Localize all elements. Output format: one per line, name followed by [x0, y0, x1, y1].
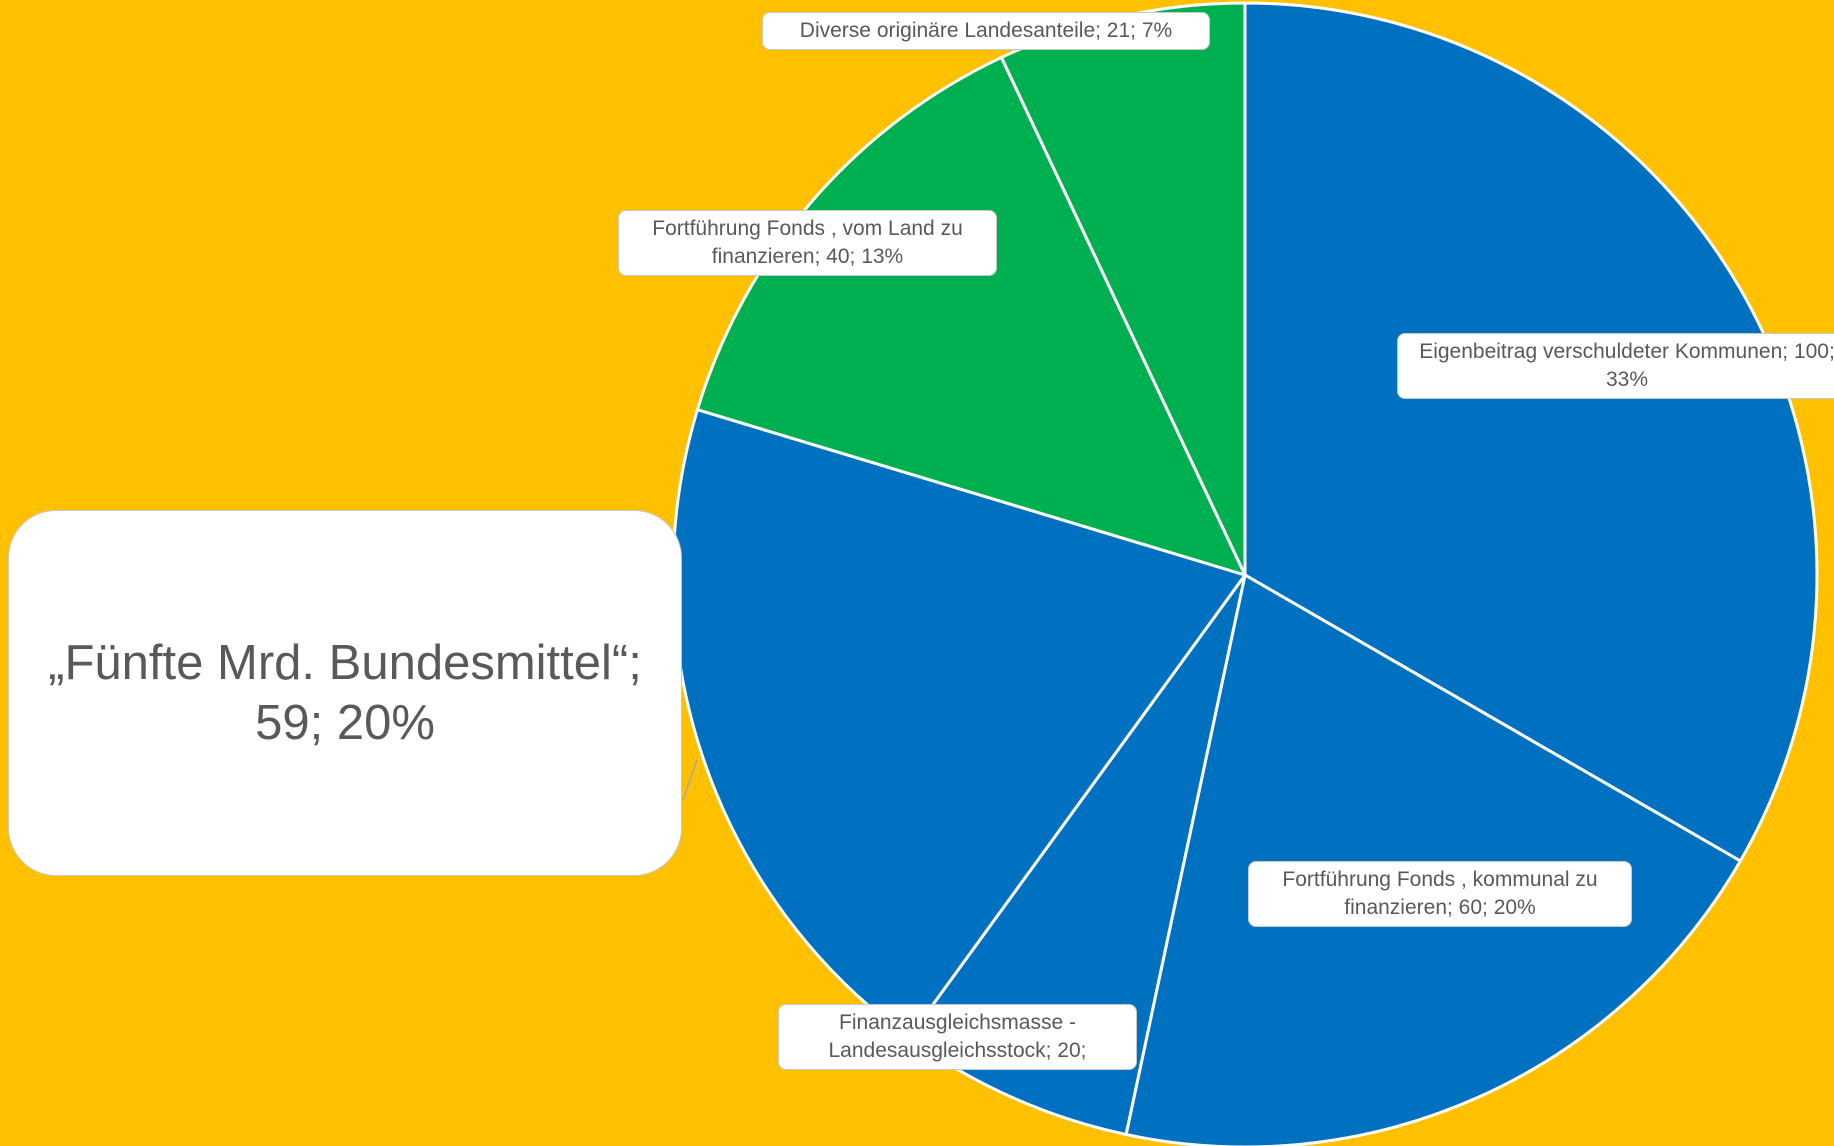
- label-eigenbeitrag: Eigenbeitrag verschuldeter Kommunen; 100…: [1397, 333, 1834, 399]
- fuenfte-mrd-leader-line: [682, 759, 698, 801]
- pie-slices: [671, 1, 1819, 1146]
- pie-slice-eigenbeitrag: [1243, 1, 1819, 864]
- label-fortfuehrung-land: Fortführung Fonds , vom Land zu finanzie…: [618, 210, 997, 276]
- label-fuenfte-mrd: „Fünfte Mrd. Bundesmittel“; 59; 20%: [8, 510, 682, 876]
- label-diverse-landesanteile: Diverse originäre Landesanteile; 21; 7%: [762, 12, 1210, 50]
- pie-slice-fortfuehrung-kommunal: [1124, 572, 1743, 1146]
- label-fortfuehrung-kommunal: Fortführung Fonds , kommunal zu finanzie…: [1248, 861, 1632, 927]
- label-finanzausgleichsmasse: Finanzausgleichsmasse - Landesausgleichs…: [778, 1004, 1137, 1070]
- pie-slice-fortfuehrung-land: [695, 55, 1248, 578]
- pie-slice-fuenfte-mrd: [671, 407, 1248, 1040]
